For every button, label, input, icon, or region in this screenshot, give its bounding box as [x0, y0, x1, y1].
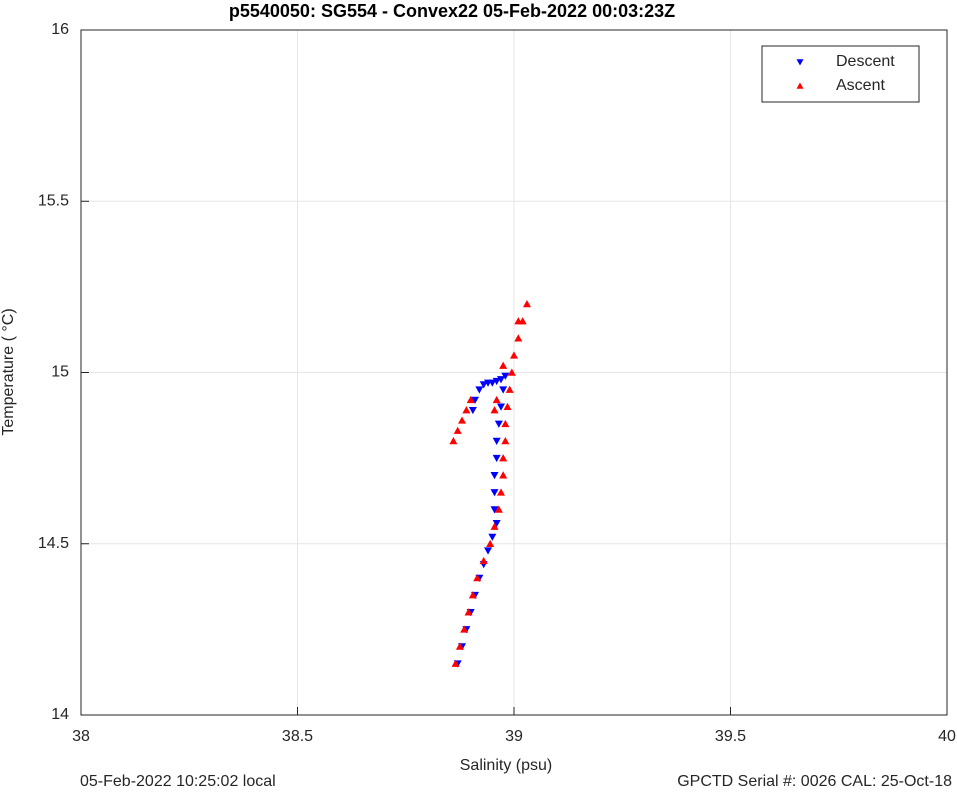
point [475, 386, 484, 394]
legend-label: Ascent [836, 77, 885, 94]
point [503, 402, 512, 410]
point [488, 533, 497, 541]
point [499, 386, 508, 394]
point [497, 376, 506, 384]
point [466, 395, 475, 404]
point [462, 406, 471, 414]
point [492, 520, 501, 528]
point [501, 372, 510, 380]
point [522, 300, 531, 308]
point [490, 506, 499, 514]
point [479, 381, 488, 389]
point [473, 574, 482, 582]
axes-box [80, 29, 948, 716]
point [488, 379, 497, 387]
legend-box [761, 45, 920, 103]
x-tick-label: 40 [938, 728, 956, 745]
point [471, 396, 480, 404]
point [494, 420, 503, 428]
point [451, 659, 460, 667]
legend-label: Descent [836, 53, 895, 70]
footer-right: GPCTD Serial #: 0026 CAL: 25-Oct-18 [677, 773, 952, 790]
y-tick-label: 14.5 [38, 535, 69, 552]
point [486, 539, 495, 547]
point [490, 489, 499, 497]
point [494, 505, 503, 513]
point [497, 488, 506, 496]
point [449, 437, 458, 445]
point [507, 368, 516, 376]
point [499, 361, 508, 369]
x-tick-label: 39 [505, 728, 523, 745]
point [492, 454, 501, 463]
point [455, 642, 464, 650]
point [490, 472, 499, 480]
legend-marker [796, 82, 804, 89]
point [453, 426, 462, 434]
point [501, 437, 510, 445]
point [514, 334, 523, 342]
point [505, 385, 514, 393]
point [464, 608, 473, 616]
y-tick-label: 14 [51, 706, 69, 723]
point [458, 416, 467, 424]
point [492, 377, 501, 386]
point [501, 419, 510, 428]
x-tick-label: 38.5 [282, 728, 313, 745]
y-tick-label: 15.5 [38, 192, 69, 209]
chart-title: p5540050: SG554 - Convex22 05-Feb-2022 0… [229, 1, 675, 21]
y-tick-label: 16 [51, 21, 69, 38]
x-tick-label: 38 [72, 728, 90, 745]
point [479, 556, 488, 565]
point [499, 454, 508, 462]
y-tick-label: 15 [51, 364, 69, 381]
point [514, 317, 523, 325]
point [468, 591, 477, 599]
point [499, 471, 508, 479]
point [484, 547, 493, 555]
point [492, 395, 501, 404]
point [468, 406, 477, 415]
y-axis-label: Temperature ( °C) [0, 308, 17, 435]
footer-left: 05-Feb-2022 10:25:02 local [80, 773, 276, 790]
x-tick-label: 39.5 [715, 728, 746, 745]
point [510, 351, 518, 359]
x-axis-label: Salinity (psu) [460, 757, 552, 774]
point [490, 406, 499, 414]
point [492, 437, 501, 445]
point [497, 403, 506, 411]
point [460, 625, 469, 633]
point [490, 522, 499, 530]
legend-marker [796, 59, 804, 66]
